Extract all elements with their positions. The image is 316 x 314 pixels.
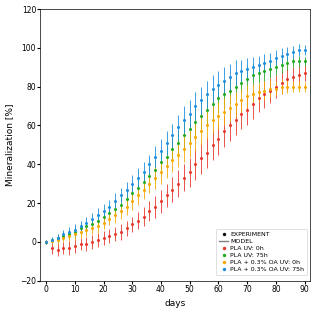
- Y-axis label: Mineralization [%]: Mineralization [%]: [6, 104, 15, 186]
- Legend: EXPERIMENT, MODEL, PLA UV: 0h, PLA UV: 75h, PLA + 0.3% OA UV: 0h, PLA + 0.3% OA : EXPERIMENT, MODEL, PLA UV: 0h, PLA UV: 7…: [216, 229, 307, 275]
- X-axis label: days: days: [165, 300, 186, 308]
